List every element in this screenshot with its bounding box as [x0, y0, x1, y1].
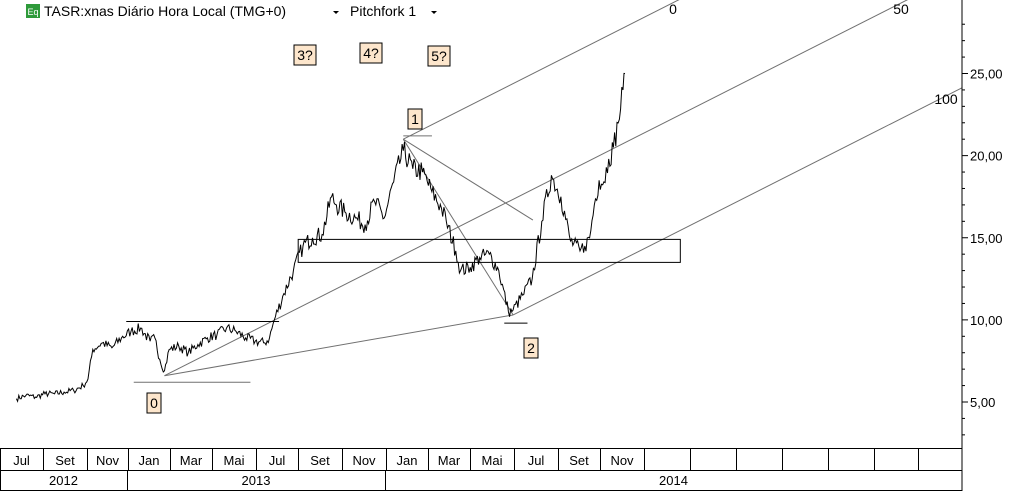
pitchfork-handle-line[interactable]	[403, 138, 534, 221]
equity-badge-text: Eq	[27, 7, 38, 17]
pitchfork-lower-line[interactable]	[512, 87, 963, 316]
pivot-bars	[126, 135, 528, 383]
support-zone-rect[interactable]	[297, 238, 681, 263]
x-month-label: Set	[310, 453, 330, 468]
wave-annotation-text: 4?	[363, 45, 379, 61]
x-month-label: Nov	[96, 453, 120, 468]
price-series	[15, 72, 626, 403]
study-dropdown-icon[interactable]	[431, 11, 437, 14]
price-line	[15, 72, 626, 403]
wave-labels[interactable]: 0 1 2 3? 4? 5?	[146, 42, 539, 414]
wave-annotation-box[interactable]	[293, 44, 317, 66]
pitchfork-base-line[interactable]	[164, 314, 514, 377]
y-tick-label: 10,00	[970, 313, 1003, 328]
symbol-title[interactable]: TASR:xnas Diário Hora Local (TMG+0)	[44, 3, 286, 19]
x-month-label: Mai	[482, 453, 503, 468]
pitchfork-level-label: 50	[893, 1, 909, 17]
study-label[interactable]: Pitchfork 1	[350, 3, 416, 19]
pivot-label-text: 1	[411, 111, 419, 127]
x-month-label: Nov	[610, 453, 634, 468]
x-month-label: Nov	[352, 453, 376, 468]
y-tick-label: 15,00	[970, 231, 1003, 246]
pitchfork-level-label: 100	[934, 91, 958, 107]
y-tick-label: 5,00	[970, 395, 995, 410]
pivot-label-box[interactable]	[523, 337, 539, 359]
x-axis-months: Jul Set Nov Jan Mar Mai Jul Set Nov Jan Mar Mai Jul S…	[0, 448, 919, 470]
x-month-label: Mar	[438, 453, 461, 468]
y-axis-ticks: 5,00 10,00 15,00 20,00 25,00	[962, 23, 1003, 436]
wave-annotation-text: 5?	[431, 48, 447, 64]
x-month-label: Jul	[269, 453, 286, 468]
price-zone[interactable]	[297, 238, 681, 263]
x-month-label: Set	[569, 453, 589, 468]
wave-annotation-text: 3?	[297, 47, 313, 63]
x-month-label: Mar	[180, 453, 203, 468]
x-month-label: Jul	[13, 453, 30, 468]
y-tick-label: 20,00	[970, 149, 1003, 164]
x-month-label: Jan	[397, 453, 418, 468]
y-tick-label: 25,00	[970, 67, 1003, 82]
wave-annotation-box[interactable]	[359, 42, 383, 64]
x-year-label: 2012	[49, 473, 78, 488]
x-month-label: Mai	[224, 453, 245, 468]
pivot-label-box[interactable]	[146, 392, 162, 414]
pitchfork-upper-line[interactable]	[403, 0, 962, 140]
equity-badge	[26, 4, 40, 18]
pitchfork-median-line[interactable]	[164, 0, 962, 377]
pivot-label-text: 0	[150, 395, 158, 411]
pivot-label-box[interactable]	[407, 108, 423, 130]
symbol-dropdown-icon[interactable]	[333, 11, 339, 14]
pitchfork-lines[interactable]: 0 50 100	[164, 0, 963, 377]
pivot-label-text: 2	[527, 340, 535, 356]
pitchfork-level-label: 0	[669, 1, 677, 17]
wave-annotation-box[interactable]	[427, 45, 451, 67]
x-year-label: 2013	[242, 473, 271, 488]
x-year-label: 2014	[659, 473, 688, 488]
x-month-label: Jan	[139, 453, 160, 468]
x-axis-years: 2012 2013 2014	[0, 470, 688, 491]
x-month-label: Jul	[528, 453, 545, 468]
x-month-label: Set	[55, 453, 75, 468]
